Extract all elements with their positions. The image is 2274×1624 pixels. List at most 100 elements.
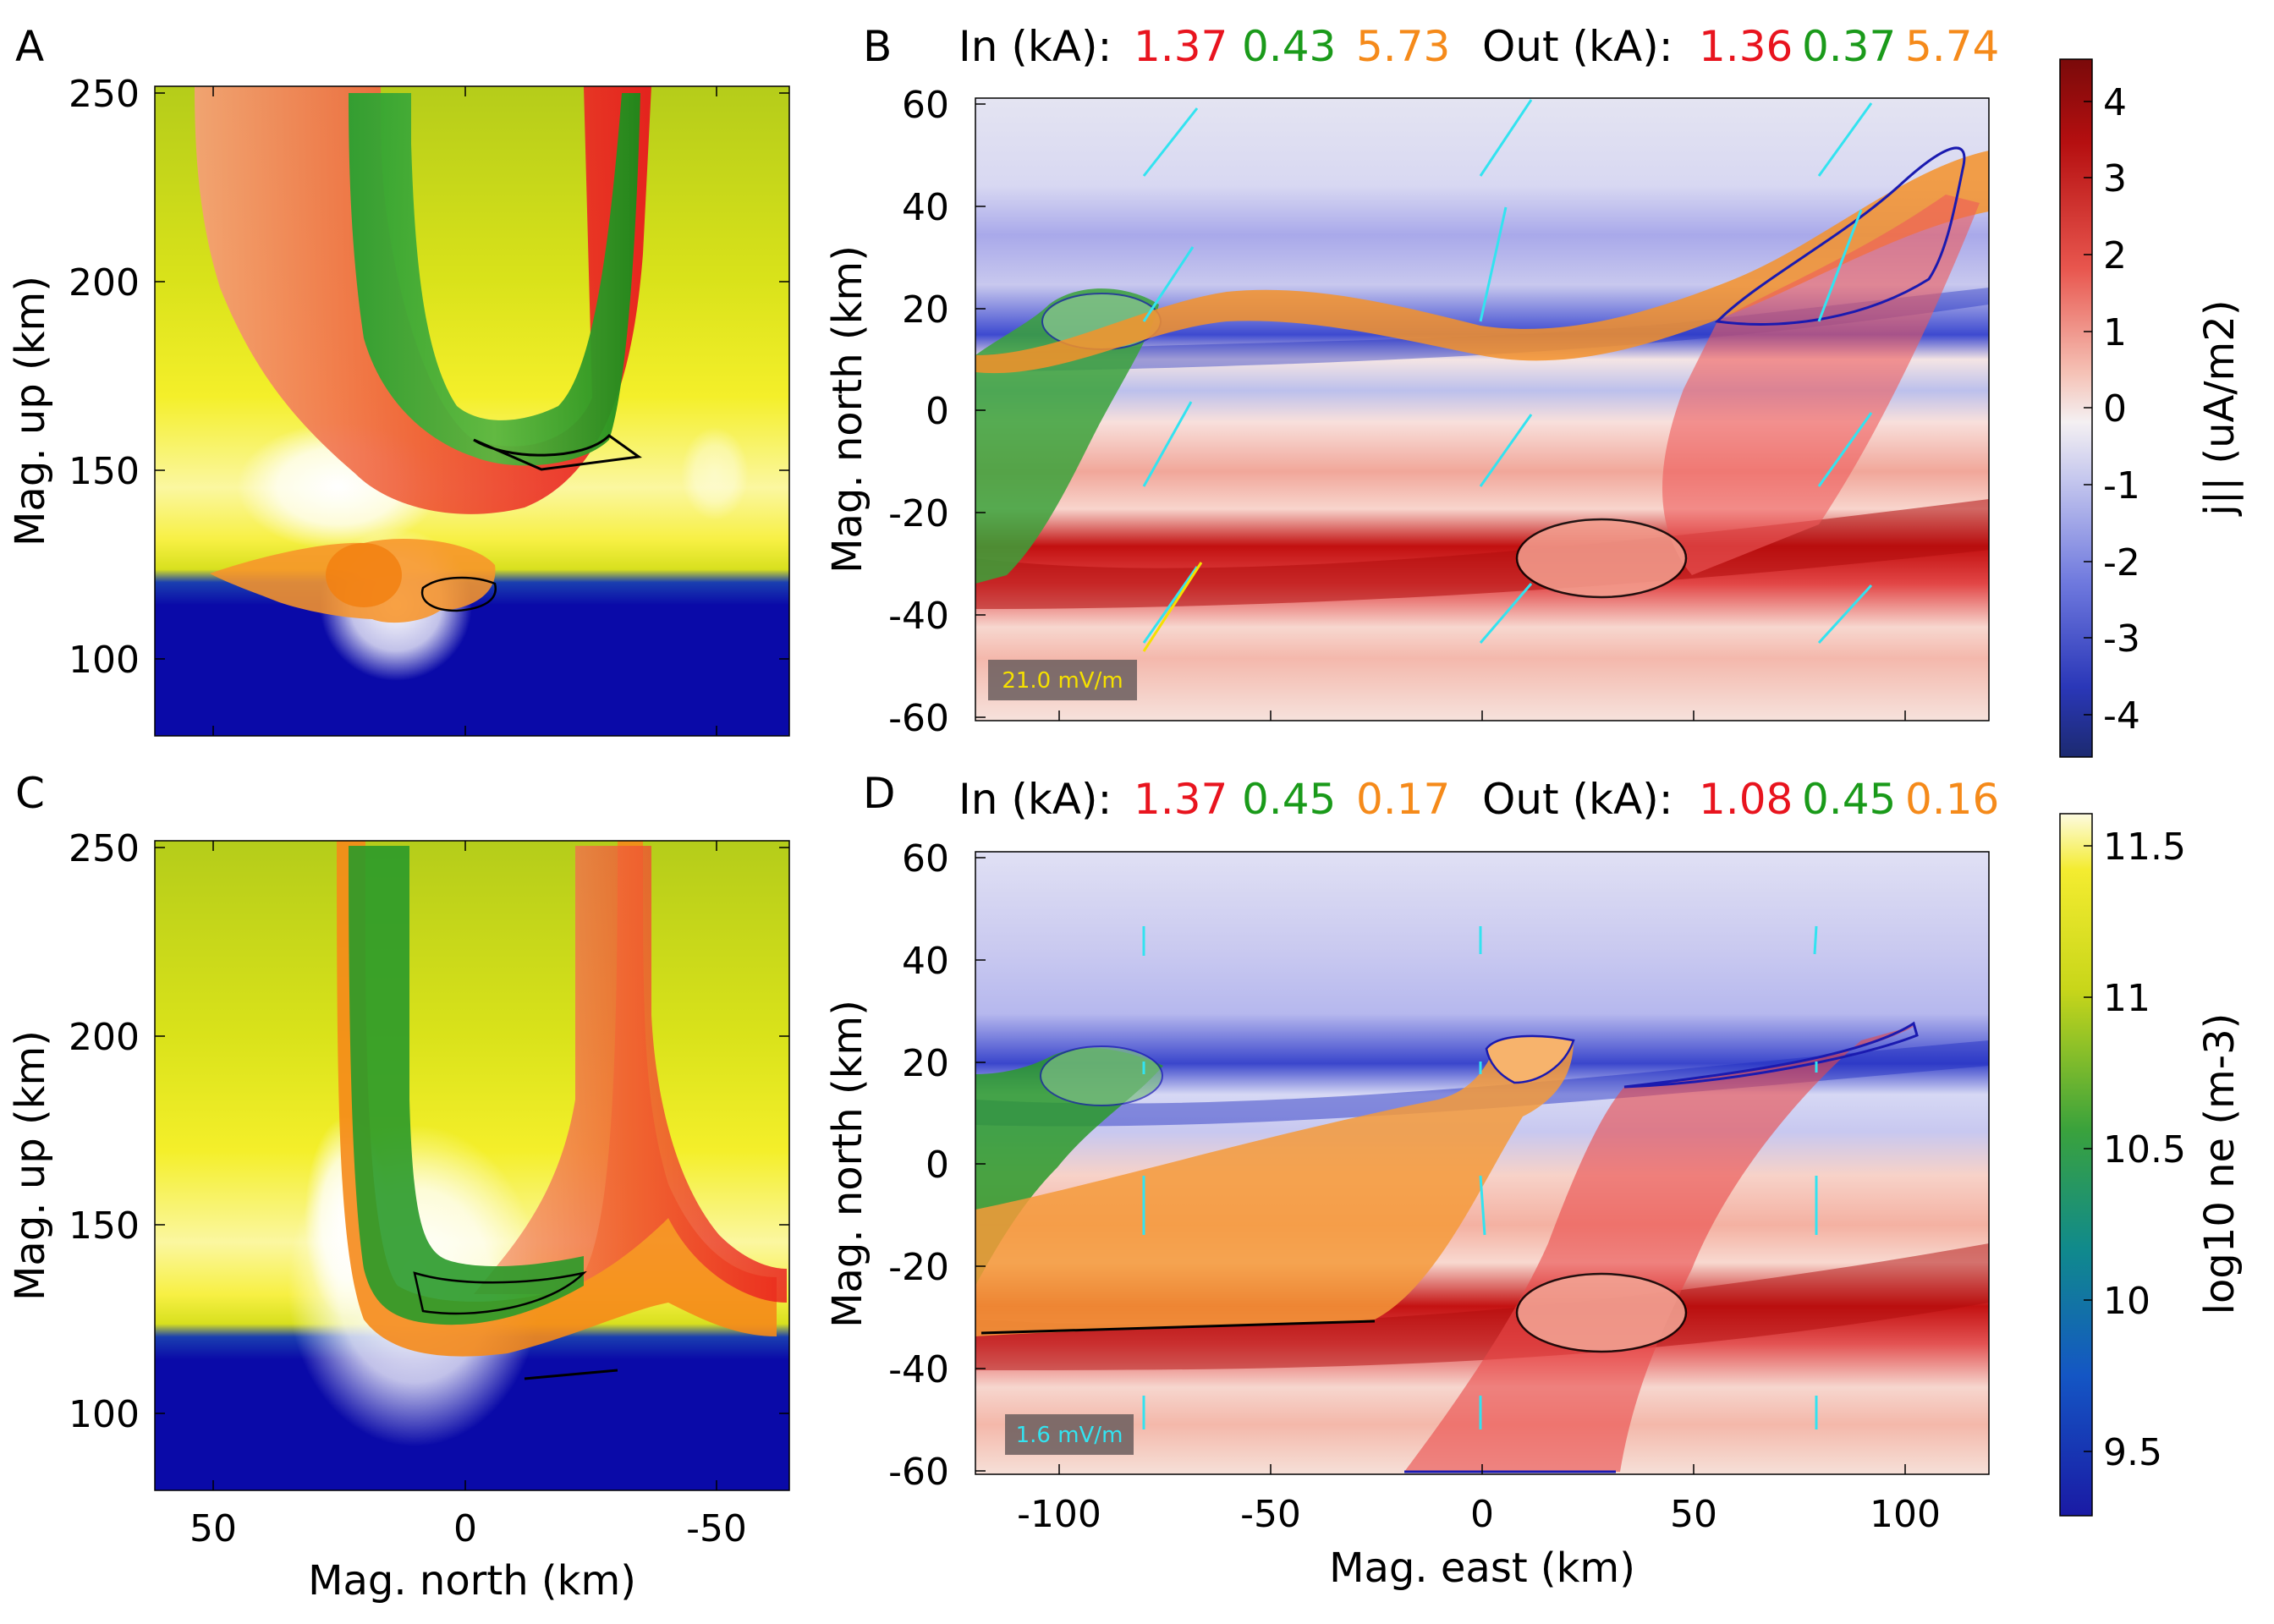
d-ylabel: Mag. north (km)	[824, 1000, 871, 1328]
panel-b-heatmap: 21.0 mV/m	[975, 98, 1989, 721]
green-flux-tube	[349, 93, 640, 466]
d-ytick: 20	[902, 1042, 949, 1085]
d-out-green: 0.45	[1802, 775, 1896, 824]
red-flux-tube-d	[1404, 1025, 1916, 1472]
a-ylabel: Mag. up (km)	[7, 276, 54, 546]
d-xtick: -100	[1017, 1493, 1101, 1536]
cb-n-tick: 9.5	[2103, 1431, 2162, 1474]
d-ytick: -40	[888, 1348, 949, 1391]
panel-b-label: B	[863, 22, 892, 71]
panel-a-heatmap	[155, 86, 789, 736]
colorbar-current: 4 3 2 1 0 -1 -2 -3 -4 j|| (uA/m2)	[2059, 58, 2244, 758]
d-xlabel: Mag. east (km)	[1329, 1544, 1635, 1592]
b-yellow-arrow	[1142, 562, 1203, 652]
c-xtick: -50	[686, 1507, 747, 1550]
d-in-orange: 0.17	[1356, 775, 1450, 824]
c-xtick: 50	[190, 1507, 237, 1550]
b-ytick: -40	[888, 595, 949, 638]
a-ytick: 100	[69, 639, 140, 682]
b-out-label: Out (kA):	[1482, 22, 1673, 71]
c-ylabel: Mag. up (km)	[7, 1030, 54, 1301]
cb-j-label: j|| (uA/m2)	[2196, 299, 2244, 516]
b-in-label: In (kA):	[958, 22, 1112, 71]
c-ytick: 100	[69, 1393, 140, 1436]
b-out-red: 1.36	[1699, 22, 1793, 71]
d-ytick: -20	[888, 1246, 949, 1289]
c-xtick: 0	[453, 1507, 477, 1550]
panel-b: B In (kA): 1.37 0.43 5.73 Out (kA): 1.36…	[824, 22, 1999, 740]
d-out-label: Out (kA):	[1482, 775, 1673, 824]
d-in-label: In (kA):	[958, 775, 1112, 824]
cb-j-tick: 0	[2103, 387, 2127, 431]
b-ylabel: Mag. north (km)	[824, 245, 871, 573]
c-ytick: 250	[69, 827, 140, 870]
cb-j-tick: -2	[2103, 541, 2140, 584]
a-ytick: 150	[69, 450, 140, 493]
d-out-red: 1.08	[1699, 775, 1793, 824]
orange-flux-tube-c	[337, 841, 777, 1357]
orange-flux-tube-b	[975, 151, 1989, 374]
b-ytick: 0	[926, 390, 949, 433]
d-in-green: 0.45	[1242, 775, 1336, 824]
panel-b-currents: In (kA): 1.37 0.43 5.73 Out (kA): 1.36 0…	[958, 22, 1999, 71]
b-out-green: 0.37	[1802, 22, 1896, 71]
cb-j-tick: 3	[2103, 157, 2127, 200]
b-in-green: 0.43	[1242, 22, 1336, 71]
cb-j-tick: 4	[2103, 81, 2127, 124]
green-flux-tube-c	[349, 846, 584, 1325]
cb-n-label: log10 ne (m-3)	[2196, 1013, 2244, 1315]
c-ytick: 200	[69, 1016, 140, 1059]
d-scale-label: 1.6 mV/m	[1016, 1423, 1123, 1448]
red-flux-tube-b	[1662, 195, 1980, 575]
b-ytick: 40	[902, 186, 949, 229]
cb-n-tick: 11	[2103, 977, 2150, 1020]
d-ytick: -60	[888, 1451, 949, 1494]
cb-j-tick: -3	[2103, 617, 2140, 661]
d-ytick: 0	[926, 1144, 949, 1187]
b-ytick: -20	[888, 492, 949, 535]
panel-d-currents: In (kA): 1.37 0.45 0.17 Out (kA): 1.08 0…	[958, 775, 1999, 824]
cb-j-tick: 1	[2103, 311, 2127, 354]
d-out-orange: 0.16	[1905, 775, 1999, 824]
b-in-orange: 5.73	[1356, 22, 1450, 71]
b-efield-arrows	[1142, 99, 1873, 645]
colorbar-density: 11.5 11 10.5 10 9.5 log10 ne (m-3)	[2059, 813, 2244, 1517]
d-xtick: 100	[1870, 1493, 1941, 1536]
d-ytick: 60	[902, 837, 949, 881]
a-ytick: 200	[69, 261, 140, 304]
cb-j-tick: -1	[2103, 464, 2140, 508]
panel-a: A 100	[7, 22, 790, 737]
b-ytick: 60	[902, 84, 949, 127]
d-xtick: -50	[1240, 1493, 1301, 1536]
cb-j-tick: 2	[2103, 234, 2127, 277]
panel-c-heatmap	[155, 841, 789, 1490]
b-ytick: -60	[888, 697, 949, 740]
c-ytick: 150	[69, 1204, 140, 1248]
b-in-red: 1.37	[1134, 22, 1228, 71]
panel-a-label: A	[15, 22, 44, 71]
b-out-orange: 5.74	[1905, 22, 1999, 71]
panel-c-label: C	[15, 769, 45, 818]
c-xlabel: Mag. north (km)	[308, 1557, 636, 1605]
red-flux-tube	[195, 86, 651, 514]
cb-n-tick: 10.5	[2103, 1128, 2186, 1171]
d-xtick: 50	[1670, 1493, 1717, 1536]
b-scale-label: 21.0 mV/m	[1002, 668, 1123, 694]
d-in-red: 1.37	[1134, 775, 1228, 824]
panel-d-heatmap: 1.6 mV/m	[975, 852, 1989, 1474]
cb-n-tick: 10	[2103, 1280, 2150, 1323]
panel-c: C 100 150 200	[7, 769, 790, 1605]
d-xtick: 0	[1470, 1493, 1494, 1536]
panel-d-label: D	[863, 769, 896, 818]
b-ytick: 20	[902, 288, 949, 332]
d-efield-arrows	[1142, 925, 1818, 1429]
orange-flux-tube-d	[975, 1040, 1574, 1336]
panel-d: D In (kA): 1.37 0.45 0.17 Out (kA): 1.08…	[824, 769, 1999, 1592]
green-flux-tube-d	[975, 1048, 1163, 1286]
red-flux-tube-c	[474, 846, 787, 1303]
d-ytick: 40	[902, 940, 949, 983]
cb-n-tick: 11.5	[2103, 826, 2186, 869]
a-ytick: 250	[69, 73, 140, 116]
cb-j-tick: -4	[2103, 694, 2140, 738]
